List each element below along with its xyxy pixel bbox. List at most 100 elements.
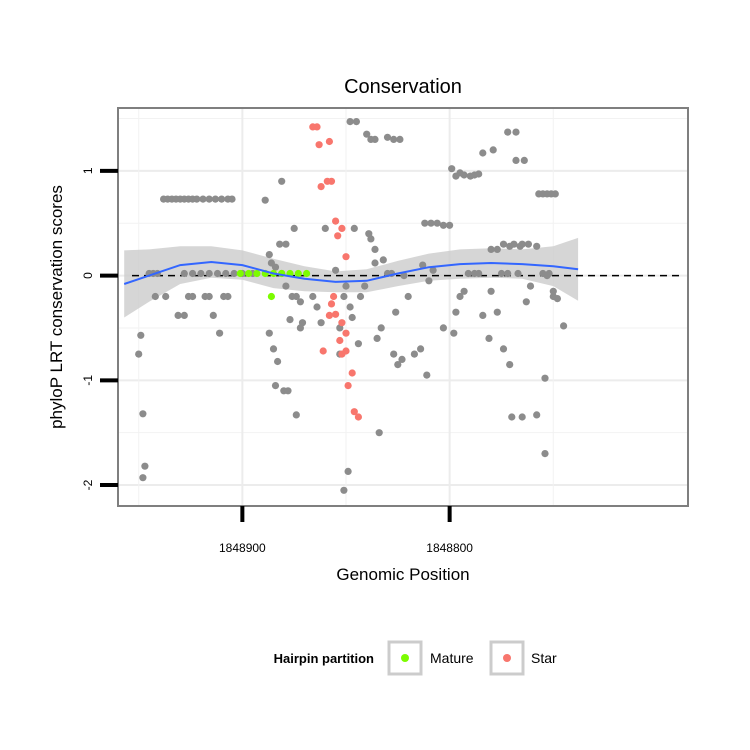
- data-point-star: [342, 253, 350, 261]
- legend-label-star: Star: [531, 650, 557, 666]
- data-point-star: [327, 300, 336, 308]
- data-point-other: [271, 382, 280, 390]
- legend-swatch-mature: [401, 654, 409, 662]
- data-point-other: [274, 357, 282, 366]
- data-point-other: [560, 322, 568, 330]
- data-point-other: [265, 251, 273, 259]
- data-point-other: [193, 195, 201, 203]
- data-point-other: [162, 292, 170, 301]
- plot-border: [117, 107, 689, 507]
- data-point-other: [321, 224, 329, 232]
- data-point-other: [356, 292, 365, 301]
- data-point-other: [425, 277, 433, 285]
- data-point-star: [327, 177, 336, 185]
- data-point-other: [410, 350, 418, 358]
- data-point-other: [433, 219, 441, 227]
- data-point-other: [332, 266, 340, 274]
- data-point-other: [282, 240, 290, 248]
- data-point-other: [460, 171, 468, 179]
- data-point-other: [504, 128, 512, 136]
- data-point-other: [396, 135, 404, 143]
- data-point-other: [419, 261, 427, 269]
- data-point-mature: [236, 269, 244, 278]
- data-point-other: [522, 298, 530, 306]
- chart-title: Conservation: [344, 76, 462, 98]
- data-point-other: [526, 282, 535, 290]
- plot-background: [118, 108, 688, 506]
- legend-title: Hairpin partition: [274, 651, 374, 666]
- data-point-other: [137, 331, 145, 339]
- data-point-other: [479, 311, 487, 319]
- data-point-other: [189, 292, 197, 301]
- data-point-other: [189, 269, 197, 278]
- data-point-other: [404, 292, 412, 301]
- data-point-other: [197, 269, 205, 278]
- data-point-other: [379, 256, 387, 264]
- data-point-other: [205, 292, 213, 301]
- data-point-other: [392, 308, 400, 316]
- data-point-other: [508, 413, 516, 421]
- data-point-other: [180, 311, 188, 319]
- x-axis-title: Genomic Position: [336, 565, 469, 584]
- data-point-star: [348, 369, 356, 377]
- data-point-star: [325, 137, 333, 146]
- data-point-other: [487, 245, 495, 253]
- legend-item-star: Star: [489, 640, 557, 676]
- data-point-other: [371, 259, 379, 267]
- data-point-other: [317, 319, 325, 327]
- data-point-mature: [245, 269, 253, 278]
- data-point-star: [354, 413, 362, 421]
- data-point-other: [313, 303, 321, 311]
- legend-item-mature: Mature: [387, 640, 474, 676]
- data-point-other: [222, 269, 230, 278]
- data-point-other: [276, 240, 284, 248]
- data-point-star: [330, 292, 338, 301]
- data-point-other: [139, 410, 147, 418]
- legend-swatch-star: [503, 654, 511, 662]
- data-points: [135, 118, 568, 494]
- plot-panel: [117, 107, 689, 507]
- y-axis-title: phyloP LRT conservation scores: [47, 185, 66, 429]
- data-point-star: [332, 310, 340, 318]
- data-point-other: [361, 282, 369, 290]
- x-tick-label: 1848800: [426, 541, 473, 555]
- data-point-other: [211, 195, 219, 203]
- data-point-mature: [294, 269, 302, 278]
- data-point-other: [284, 387, 292, 395]
- data-point-other: [199, 195, 207, 203]
- data-point-star: [344, 382, 352, 390]
- data-point-star: [325, 311, 333, 319]
- data-point-other: [139, 474, 147, 482]
- data-point-other: [506, 361, 514, 369]
- data-point-other: [499, 345, 508, 353]
- data-point-other: [448, 165, 456, 173]
- data-point-other: [518, 413, 526, 421]
- data-point-other: [261, 196, 269, 204]
- data-point-star: [332, 217, 340, 225]
- y-axis: 1 0 -1 -2: [81, 167, 118, 490]
- data-point-other: [213, 269, 222, 278]
- data-point-other: [216, 329, 224, 337]
- data-point-other: [551, 190, 559, 198]
- data-point-other: [400, 272, 408, 280]
- data-point-other: [377, 324, 385, 332]
- data-point-other: [224, 292, 232, 301]
- data-point-other: [367, 235, 375, 243]
- data-point-other: [510, 240, 518, 248]
- data-point-mature: [303, 269, 311, 278]
- data-point-other: [290, 224, 298, 232]
- data-point-other: [439, 324, 447, 332]
- data-point-other: [514, 269, 522, 278]
- data-point-other: [524, 240, 533, 248]
- data-point-star: [338, 319, 346, 327]
- data-point-other: [512, 156, 520, 164]
- legend-key-mature: [387, 640, 423, 676]
- data-point-other: [354, 340, 362, 348]
- data-point-other: [344, 467, 352, 475]
- data-point-other: [456, 292, 464, 301]
- data-point-other: [371, 245, 379, 253]
- data-point-other: [278, 177, 286, 185]
- data-point-other: [375, 429, 383, 437]
- data-point-other: [464, 269, 472, 278]
- data-point-other: [230, 269, 238, 278]
